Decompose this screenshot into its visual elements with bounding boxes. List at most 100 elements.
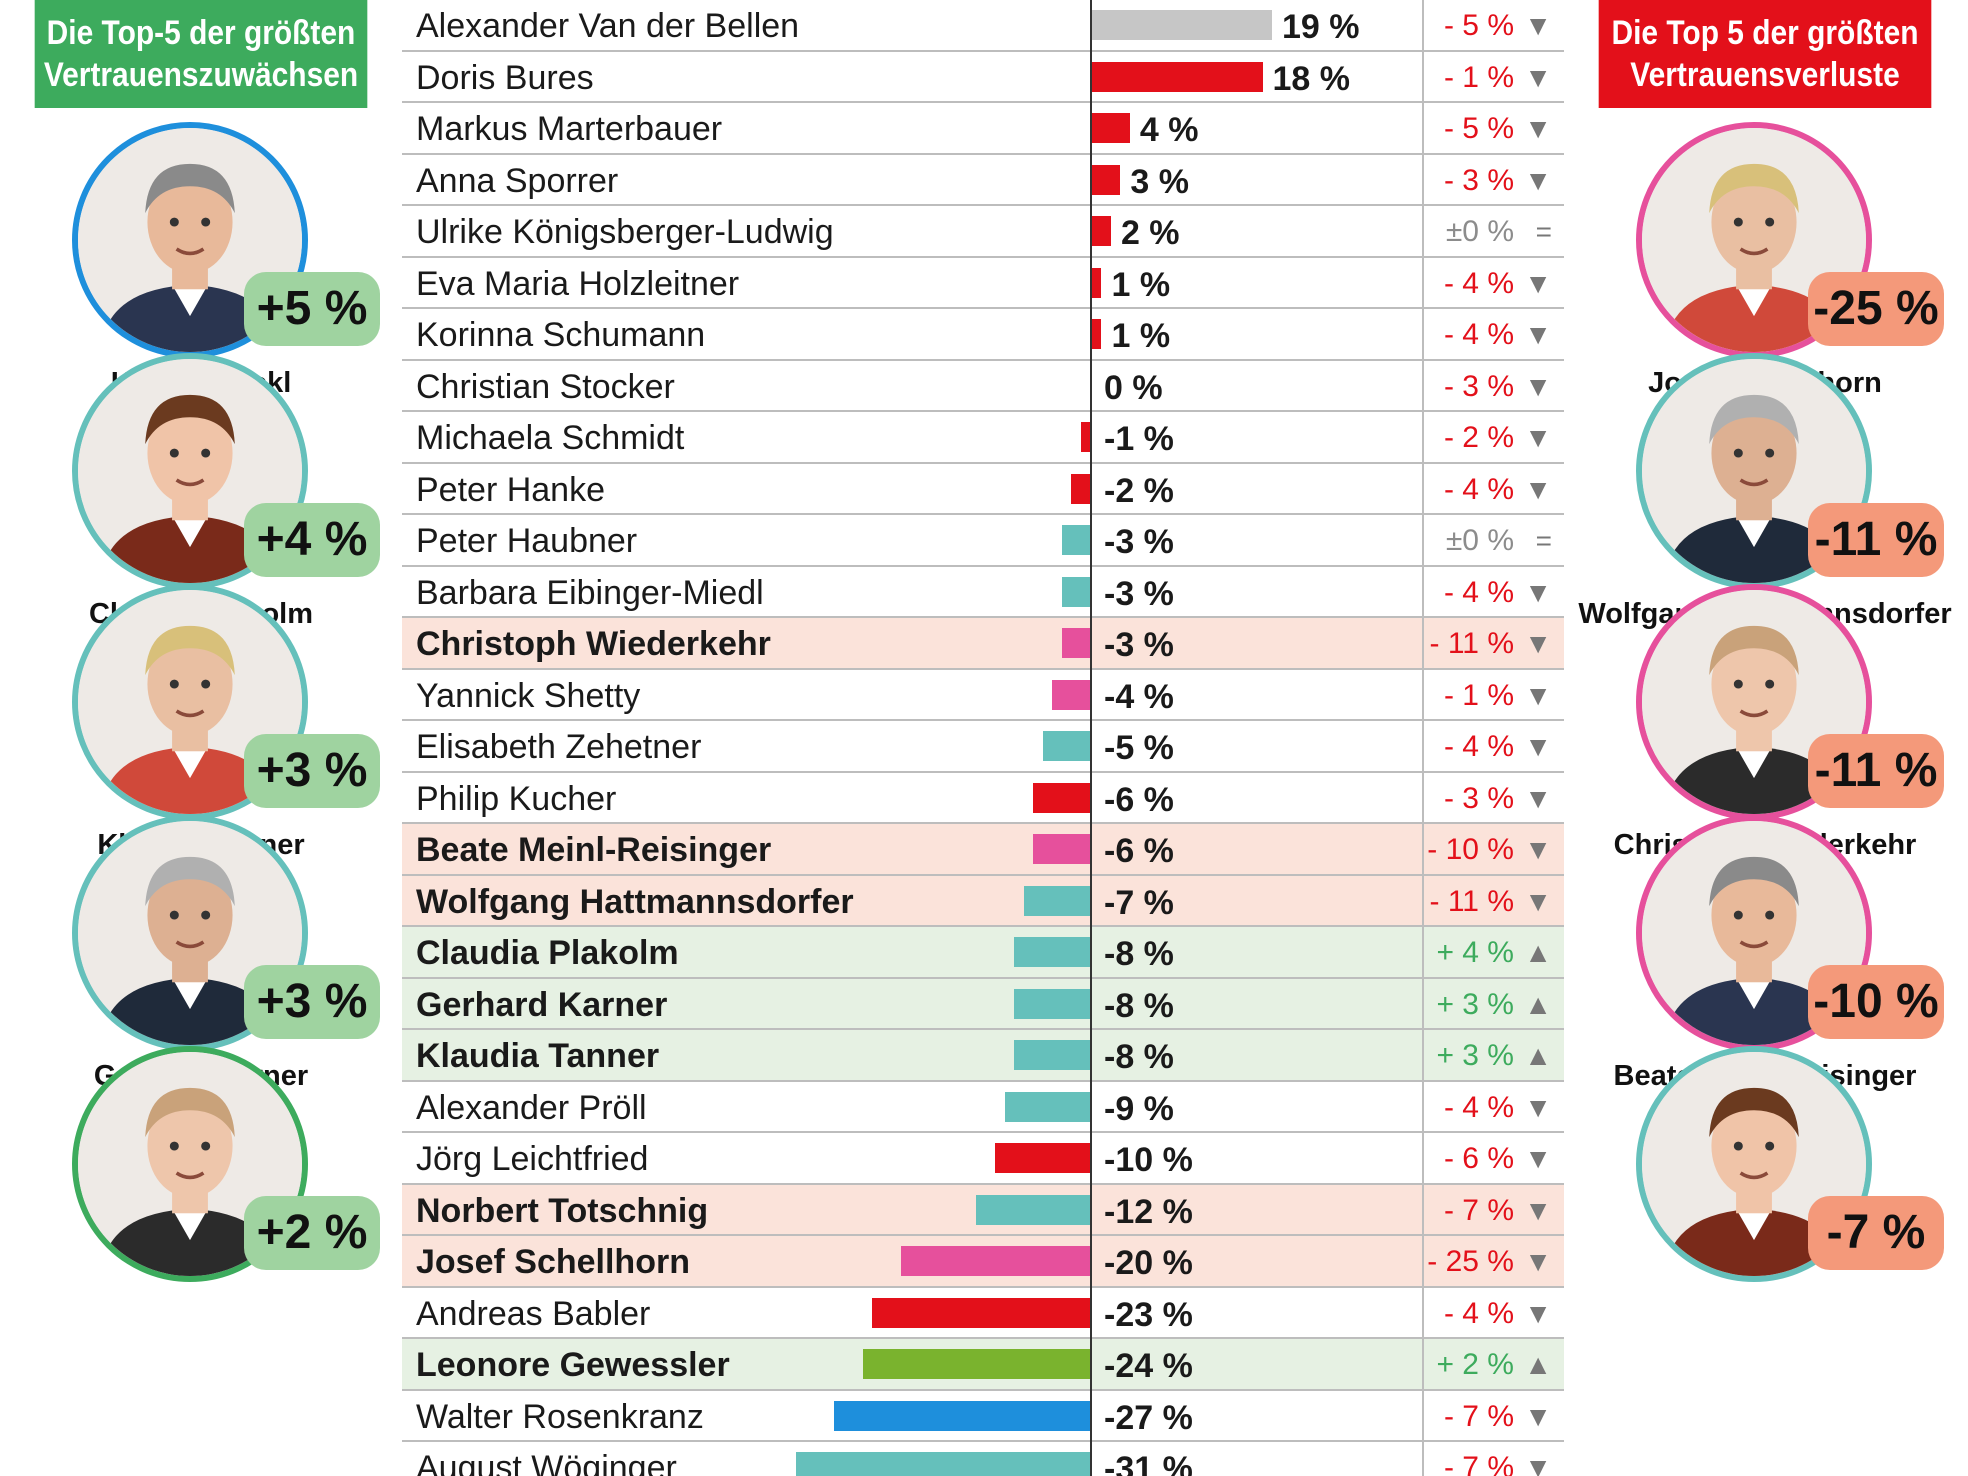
- row-name: Alexander Van der Bellen: [416, 7, 800, 45]
- portrait-image: [78, 821, 302, 1045]
- row-name: Anna Sporrer: [416, 161, 619, 200]
- change-value: - 5 %: [1443, 112, 1514, 145]
- table-row: Barbara Eibinger-Miedl -3 % - 4 % ▼: [402, 566, 1564, 618]
- table-row: Peter Haubner -3 % ±0 % =: [402, 515, 1564, 567]
- equals-icon: =: [1535, 216, 1552, 247]
- gains-panel: Die Top-5 der größten Vertrauenszuwächse…: [12, 0, 390, 1476]
- table-row: Michaela Schmidt -1 % - 2 % ▼: [402, 412, 1564, 464]
- bar-value-label: 19 %: [1282, 8, 1360, 46]
- change-value: - 7 %: [1443, 1399, 1514, 1433]
- bar: [1092, 164, 1121, 195]
- change-value: - 4 %: [1443, 575, 1514, 609]
- table-row: Beate Meinl-Reisinger -6 % - 10 % ▼: [402, 824, 1564, 876]
- change-value: + 4 %: [1436, 936, 1514, 969]
- table-row: Yannick Shetty -4 % - 1 % ▼: [402, 669, 1564, 721]
- portrait-image: [1642, 128, 1866, 352]
- table-row: Norbert Totschnig -12 % - 7 % ▼: [402, 1184, 1564, 1236]
- change-value: - 5 %: [1443, 9, 1514, 42]
- row-name: Peter Haubner: [416, 522, 638, 560]
- triangle-up-icon: ▲: [1524, 988, 1552, 1020]
- bar-value-label: 2 %: [1120, 214, 1180, 252]
- change-value: - 4 %: [1443, 266, 1514, 300]
- triangle-down-icon: ▼: [1524, 1143, 1552, 1174]
- bar: [796, 1452, 1090, 1476]
- change-value: - 4 %: [1443, 1296, 1514, 1330]
- bar: [1080, 422, 1090, 452]
- change-value: - 3 %: [1443, 781, 1514, 815]
- change-value: - 1 %: [1443, 60, 1514, 94]
- bar-value-label: -5 %: [1104, 729, 1174, 767]
- change-cell: ±0 % =: [1422, 515, 1564, 566]
- triangle-down-icon: ▼: [1524, 1246, 1552, 1277]
- loss-change-badge: -10 %: [1808, 965, 1944, 1039]
- loss-person-card: -11 %Christoph Wiederkehr: [1576, 584, 1954, 874]
- bar-value-label: -24 %: [1104, 1347, 1193, 1385]
- change-cell: - 11 % ▼: [1422, 875, 1564, 927]
- table-row: Anna Sporrer 3 % - 3 % ▼: [402, 154, 1564, 206]
- change-cell: - 7 % ▼: [1422, 1390, 1564, 1442]
- bar-value-label: -3 %: [1104, 574, 1174, 613]
- equals-icon: =: [1535, 525, 1552, 556]
- change-value: - 2 %: [1443, 421, 1514, 454]
- bar: [976, 1194, 1090, 1225]
- change-value: + 3 %: [1436, 987, 1514, 1021]
- bar: [1061, 525, 1090, 555]
- table-row: Christoph Wiederkehr -3 % - 11 % ▼: [402, 618, 1564, 670]
- table-row: Philip Kucher -6 % - 3 % ▼: [402, 772, 1564, 824]
- table-row: Ulrike Königsberger-Ludwig 2 % ±0 % =: [402, 206, 1564, 258]
- triangle-down-icon: ▼: [1524, 782, 1552, 814]
- row-name: Christoph Wiederkehr: [416, 625, 771, 663]
- portrait-image: [78, 359, 302, 583]
- change-value: ±0 %: [1445, 524, 1514, 557]
- bar-value-label: -3 %: [1104, 523, 1174, 561]
- bar-value-label: 4 %: [1139, 111, 1199, 149]
- change-cell: - 4 % ▼: [1422, 309, 1564, 360]
- bar-value-label: -10 %: [1104, 1141, 1193, 1179]
- losses-panel: Die Top 5 der größten Vertrauensverluste…: [1576, 0, 1954, 1476]
- change-cell: - 4 % ▼: [1422, 566, 1564, 618]
- trust-table: Alexander Van der Bellen 19 % - 5 % ▼ Doris …: [402, 0, 1564, 1476]
- table-row: Walter Rosenkranz -27 % - 7 % ▼: [402, 1390, 1564, 1442]
- table-row: Peter Hanke -2 % - 4 % ▼: [402, 463, 1564, 515]
- change-value: - 7 %: [1443, 1451, 1514, 1476]
- triangle-down-icon: ▼: [1524, 422, 1552, 453]
- bar: [900, 1246, 1090, 1276]
- bar: [1014, 937, 1090, 967]
- triangle-down-icon: ▼: [1524, 885, 1552, 917]
- zero-axis-line: [1090, 0, 1092, 1476]
- change-value: + 2 %: [1436, 1348, 1514, 1381]
- bar-value-label: -31 %: [1104, 1450, 1193, 1476]
- triangle-down-icon: ▼: [1524, 10, 1552, 41]
- gain-person-card: +4 %Claudia Plakolm: [12, 353, 390, 643]
- change-value: - 7 %: [1443, 1193, 1514, 1227]
- bar-value-label: 0 %: [1104, 368, 1163, 407]
- bar-value-label: 3 %: [1130, 162, 1189, 201]
- bar: [862, 1349, 1090, 1379]
- triangle-up-icon: ▲: [1524, 937, 1552, 968]
- row-name: Ulrike Königsberger-Ludwig: [416, 213, 834, 251]
- change-cell: - 6 % ▼: [1422, 1133, 1564, 1184]
- change-value: + 3 %: [1436, 1039, 1514, 1072]
- row-name: Leonore Gewessler: [416, 1346, 730, 1384]
- row-name: Doris Bures: [416, 58, 594, 97]
- change-cell: - 7 % ▼: [1422, 1442, 1564, 1476]
- bar: [1061, 628, 1090, 658]
- table-row: Markus Marterbauer 4 % - 5 % ▼: [402, 103, 1564, 155]
- bar: [834, 1400, 1090, 1431]
- bar: [1092, 10, 1272, 40]
- bar-value-label: -1 %: [1104, 420, 1174, 458]
- gain-person-card: +5 %Herbert Kickl: [12, 122, 390, 412]
- loss-change-badge: -25 %: [1808, 272, 1944, 346]
- row-name: Peter Hanke: [416, 470, 605, 509]
- row-name: Eva Maria Holzleitner: [416, 264, 740, 303]
- triangle-down-icon: ▼: [1524, 1452, 1552, 1476]
- bar: [1092, 267, 1102, 298]
- bar-value-label: -23 %: [1104, 1295, 1193, 1334]
- row-name: Philip Kucher: [416, 779, 617, 818]
- table-row: Josef Schellhorn -20 % - 25 % ▼: [402, 1236, 1564, 1288]
- triangle-down-icon: ▼: [1524, 1400, 1552, 1432]
- row-name: Yannick Shetty: [416, 676, 641, 715]
- row-name: Andreas Babler: [416, 1294, 651, 1333]
- bar-value-label: -20 %: [1104, 1244, 1193, 1282]
- bar: [1092, 319, 1102, 349]
